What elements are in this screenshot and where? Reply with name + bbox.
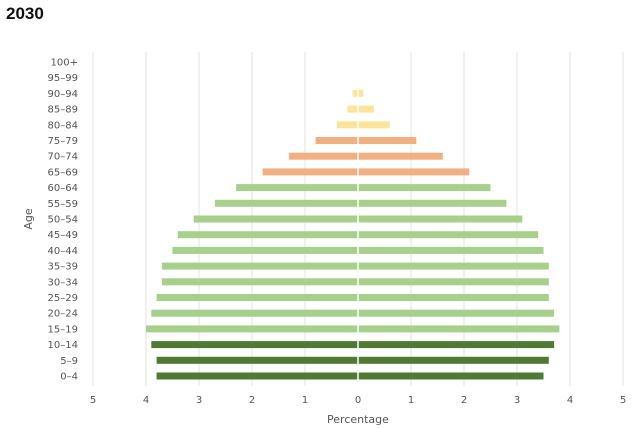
x-tick-label: 2 bbox=[461, 395, 467, 406]
y-tick-label: 55–59 bbox=[48, 199, 78, 210]
bars bbox=[146, 52, 560, 386]
y-tick-label: 45–49 bbox=[48, 230, 78, 241]
y-tick-label: 25–29 bbox=[48, 293, 78, 304]
y-tick-label: 40–44 bbox=[48, 246, 78, 257]
y-tick-label: 65–69 bbox=[48, 167, 78, 178]
x-tick-labels: 5 4 3 2 1 0 1 2 3 4 5 bbox=[90, 395, 626, 406]
x-axis-label: Percentage bbox=[327, 413, 389, 426]
bar-left bbox=[177, 231, 358, 239]
bar-left bbox=[336, 121, 358, 129]
y-tick-label: 85–89 bbox=[48, 105, 78, 116]
y-tick-label: 20–24 bbox=[48, 309, 78, 320]
y-tick-label: 70–74 bbox=[48, 152, 78, 163]
bar-left bbox=[161, 278, 358, 286]
x-tick-label: 0 bbox=[355, 395, 361, 406]
y-tick-label: 75–79 bbox=[48, 136, 78, 147]
bar-left bbox=[146, 325, 358, 333]
y-axis-label: Age bbox=[22, 208, 35, 230]
bar-left bbox=[156, 294, 358, 301]
y-tick-label: 80–84 bbox=[48, 120, 78, 131]
y-tick-label: 100+ bbox=[51, 58, 78, 69]
y-tick-label: 90–94 bbox=[48, 89, 78, 100]
bar-right bbox=[358, 89, 364, 97]
bar-right bbox=[358, 199, 507, 207]
bar-right bbox=[358, 278, 549, 286]
bar-left bbox=[172, 246, 358, 254]
bar-right bbox=[358, 184, 491, 192]
y-tick-label: 10–14 bbox=[48, 340, 78, 351]
y-tick-label: 50–54 bbox=[48, 215, 78, 226]
bar-right bbox=[358, 105, 374, 113]
x-tick-label: 1 bbox=[408, 395, 414, 406]
bar-left bbox=[347, 105, 358, 113]
bar-right bbox=[358, 372, 544, 380]
bar-right bbox=[358, 121, 390, 129]
y-tick-label: 0–4 bbox=[60, 372, 78, 383]
x-tick-label: 2 bbox=[249, 395, 255, 406]
x-tick-label: 4 bbox=[143, 395, 149, 406]
y-tick-labels: 0–4 5–9 10–14 15–19 20–24 25–29 30–34 35–39 40–4… bbox=[48, 58, 78, 383]
bar-right bbox=[358, 356, 549, 364]
y-tick-label: 60–64 bbox=[48, 183, 78, 194]
y-tick-label: 30–34 bbox=[48, 277, 78, 288]
bar-right bbox=[358, 231, 539, 239]
bar-left bbox=[193, 215, 358, 223]
bar-right bbox=[358, 168, 470, 176]
x-tick-label: 5 bbox=[90, 395, 96, 406]
bar-right bbox=[358, 325, 560, 333]
y-tick-label: 95–99 bbox=[48, 73, 78, 84]
bar-right bbox=[358, 309, 555, 317]
bar-left bbox=[151, 341, 358, 349]
y-tick-label: 35–39 bbox=[48, 262, 78, 273]
x-tick-label: 4 bbox=[567, 395, 573, 406]
bar-right bbox=[358, 215, 523, 223]
bar-left bbox=[236, 184, 358, 192]
bar-left bbox=[289, 152, 358, 160]
bar-left bbox=[156, 356, 358, 364]
x-tick-label: 3 bbox=[196, 395, 202, 406]
x-tick-label: 1 bbox=[302, 395, 308, 406]
chart-title: 2030 bbox=[6, 4, 44, 23]
bar-right bbox=[358, 152, 443, 160]
bar-right bbox=[358, 341, 555, 349]
bar-right bbox=[358, 246, 544, 254]
bar-left bbox=[151, 309, 358, 317]
bar-left bbox=[156, 372, 358, 380]
y-tick-label: 5–9 bbox=[60, 356, 78, 367]
bar-left bbox=[161, 262, 358, 270]
x-tick-label: 5 bbox=[620, 395, 626, 406]
bar-left bbox=[262, 168, 358, 176]
bar-left bbox=[214, 199, 358, 207]
bar-right bbox=[358, 294, 549, 301]
bar-left bbox=[315, 137, 358, 144]
bar-right bbox=[358, 262, 549, 270]
x-tick-label: 3 bbox=[514, 395, 520, 406]
bar-left bbox=[352, 89, 358, 97]
bar-right bbox=[358, 137, 417, 144]
y-tick-label: 15–19 bbox=[48, 324, 78, 335]
